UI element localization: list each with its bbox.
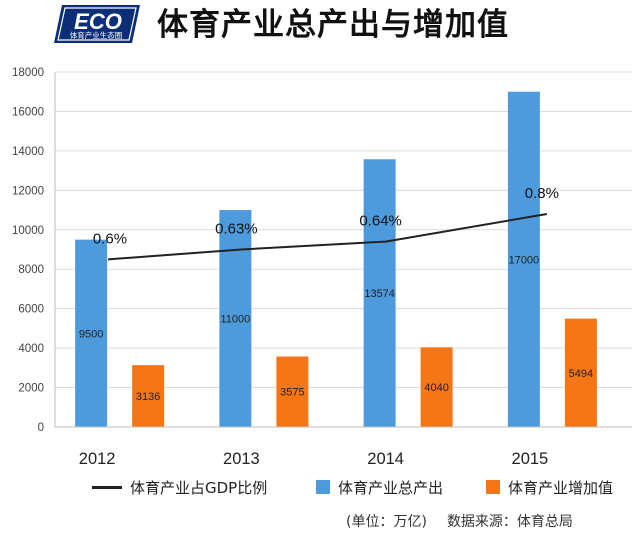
bar-output <box>507 91 540 427</box>
bar-value-added <box>564 318 597 427</box>
y-tick-label: 8000 <box>18 264 44 276</box>
data-labels: 9500 3136 11000 3575 13574 4040 17000 5494 0.6% 0… <box>79 185 593 403</box>
legend-item-output: 体育产业总产出 <box>316 476 443 498</box>
legend-line-swatch <box>92 485 122 489</box>
bar-output <box>75 239 108 427</box>
legend-output-swatch <box>316 480 330 494</box>
y-tick-label: 18000 <box>12 67 44 79</box>
x-tick-label: 2013 <box>223 450 260 468</box>
bar-output-label: 17000 <box>509 254 540 266</box>
axes: 0 2000 4000 6000 8000 10000 12000 14000 16000 180… <box>12 67 632 468</box>
logo-main-text: ECO <box>74 9 122 34</box>
bar-value-added <box>132 365 165 427</box>
ratio-label: 0.63% <box>215 221 258 238</box>
ratio-label: 0.64% <box>359 213 402 230</box>
grid-lines <box>55 71 632 389</box>
bar-output <box>363 159 396 427</box>
y-tick-label: 16000 <box>12 106 44 118</box>
bar-output <box>219 210 252 427</box>
bar-value-added-label: 5494 <box>569 368 593 380</box>
bar-value-added <box>276 356 309 427</box>
bar-output-label: 13574 <box>364 288 395 300</box>
logo-sub-text: 体育产业生态圈 <box>70 30 123 40</box>
unit-note: (单位：万亿) <box>346 514 427 530</box>
ratio-label: 0.8% <box>525 185 559 202</box>
bar-output-label: 11000 <box>220 314 250 326</box>
legend-line-label: 体育产业占GDP比例 <box>130 478 268 497</box>
ratio-label: 0.6% <box>93 230 127 247</box>
x-tick-label: 2012 <box>79 450 116 468</box>
bar-value-added-label: 3575 <box>280 387 304 399</box>
legend-item-line: 体育产业占GDP比例 <box>92 476 267 498</box>
legend-item-value-added: 体育产业增加值 <box>486 476 613 498</box>
page-title: 体育产业总产出与增加值 <box>157 7 509 43</box>
x-tick-label: 2014 <box>367 450 404 468</box>
legend-value-added-label: 体育产业增加值 <box>508 478 614 497</box>
footer-note: (单位：万亿) 数据来源：体育总局 <box>346 511 573 531</box>
eco-logo: ECO 体育产业生态圈 <box>54 5 140 43</box>
x-tick-label: 2015 <box>512 450 549 468</box>
legend-output-label: 体育产业总产出 <box>338 478 444 497</box>
bar-value-added-label: 3136 <box>136 391 160 403</box>
ratio-line <box>107 213 548 261</box>
y-tick-label: 12000 <box>12 185 44 197</box>
y-tick-label: 6000 <box>18 304 44 316</box>
bar-value-added-label: 4040 <box>424 382 448 394</box>
y-tick-label: 0 <box>38 422 44 434</box>
legend-value-added-swatch <box>486 480 500 494</box>
bars <box>75 91 597 427</box>
y-tick-label: 10000 <box>12 225 44 237</box>
ratio-line-path <box>107 213 548 261</box>
y-tick-label: 4000 <box>18 343 44 355</box>
bar-value-added <box>420 347 453 427</box>
y-tick-label: 14000 <box>12 146 44 158</box>
y-tick-label: 2000 <box>18 383 44 395</box>
bar-output-label: 9500 <box>79 328 103 340</box>
source-note: 数据来源：体育总局 <box>446 514 573 530</box>
